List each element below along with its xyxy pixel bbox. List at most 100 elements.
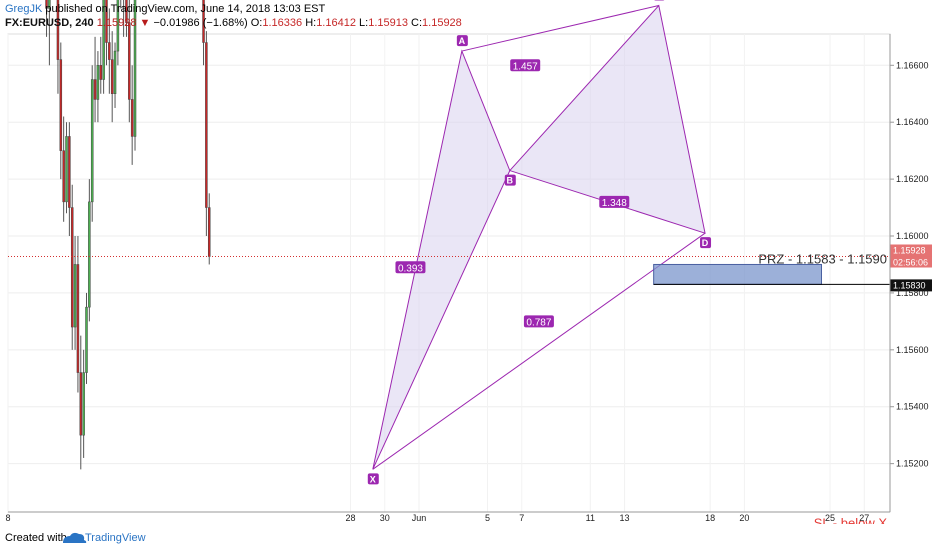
candle-body [108, 42, 111, 60]
ratio-label-bg [523, 315, 554, 328]
x-tick-label: 5 [485, 513, 490, 523]
point-marker-a [456, 35, 468, 47]
x-tick-label: 20 [739, 513, 749, 523]
y-tick-label: 1.15800 [896, 288, 929, 298]
y-tick-label: 1.15400 [896, 402, 929, 412]
high-label: H: [305, 17, 316, 29]
y-tick-label: 1.16600 [896, 60, 929, 70]
ratio-label: 0.393 [398, 263, 423, 274]
down-arrow-icon: ▼ [140, 17, 151, 29]
candle-body [133, 0, 137, 137]
published-text: published on TradingView.com, June 14, 2… [42, 3, 325, 15]
point-marker-b [504, 174, 516, 186]
x-tick-label: Jun [412, 513, 427, 523]
candle-body [99, 65, 103, 80]
x-tick-label: 30 [380, 513, 390, 523]
tradingview-logo-text[interactable]: TradingView [85, 532, 146, 544]
low-label: L: [359, 17, 368, 29]
close-value: 1.15928 [422, 17, 462, 29]
candle-body [93, 79, 97, 100]
high-value: 1.16412 [316, 17, 356, 29]
candle-body [65, 136, 68, 203]
line-xd [372, 232, 706, 470]
candle-body [90, 79, 94, 203]
price-axis[interactable]: 1.16600 1.16400 1.16200 1.16000 1.15800 1.156… [889, 34, 929, 512]
y-tick-label: 1.15600 [896, 345, 929, 355]
harmonic-pattern [372, 4, 706, 470]
pattern-labels: X A B C D 0.393 1.457 1.348 0.787 [367, 0, 712, 485]
x-tick-label: 11 [586, 513, 595, 523]
prz-price-tag-bg [890, 279, 932, 292]
timer-tag-bg [890, 256, 932, 268]
candle-body [76, 264, 80, 373]
candle-body [125, 0, 128, 23]
time-axis[interactable]: 8 28 30 Jun 5 7 11 13 18 20 25 27 [5, 511, 890, 523]
x-tick-label: 8 [5, 513, 10, 523]
open-label: O: [251, 17, 263, 29]
candle-body [68, 136, 71, 208]
x-tick-label: 27 [859, 513, 869, 523]
open-value: 1.16336 [262, 17, 302, 29]
point-marker-c [654, 0, 665, 1]
candle-body [88, 201, 91, 308]
y-tick-label: 1.15200 [896, 459, 929, 469]
candle-body [110, 59, 114, 94]
candle-body [45, 0, 48, 9]
y-tick-label: 1.16200 [896, 174, 929, 184]
candle-body [59, 59, 63, 151]
prz-box [653, 263, 822, 285]
x-tick-label: 28 [346, 513, 356, 523]
candle-body [116, 0, 120, 52]
point-label-b: B [507, 176, 514, 186]
candle-body [102, 0, 105, 80]
y-tick-label: 1.16400 [896, 117, 929, 127]
candle-body [62, 150, 65, 203]
candle-body [205, 42, 208, 208]
triangle-xab [372, 49, 511, 470]
publish-line: GregJK published on TradingView.com, Jun… [5, 3, 326, 15]
candle-body [85, 306, 88, 373]
point-marker-d [700, 237, 712, 249]
candle-body [56, 0, 60, 60]
created-with-text: Created with [5, 532, 67, 544]
last-price: 1.15928 [97, 17, 137, 29]
point-label-x: X [370, 474, 376, 484]
close-label: C: [411, 17, 422, 29]
candle-body [70, 207, 74, 328]
candle-body [128, 22, 131, 100]
prz-label: PRZ - 1.1583 - 1.1590 [758, 251, 887, 266]
current-price-tag-bg [890, 244, 932, 257]
candles [45, 0, 211, 470]
candle-body [113, 50, 117, 94]
current-price-tag: 1.15928 [893, 245, 926, 255]
low-value: 1.15913 [368, 17, 408, 29]
timer-tag: 02:56:06 [893, 257, 928, 267]
candle-body [73, 264, 77, 328]
candle-body [207, 207, 211, 257]
candle-body [105, 0, 108, 43]
point-label-a: A [459, 36, 466, 46]
tradingview-cloud-icon [63, 532, 87, 543]
author-link[interactable]: GregJK [5, 3, 43, 15]
candle-body [79, 372, 83, 436]
ratio-label-bg [510, 59, 541, 72]
prz-price-tag: 1.15830 [893, 280, 926, 290]
symbol-line: FX:EURUSD, 240 1.15928 ▼ −0.01986 (−1.68… [5, 17, 462, 29]
line-ac [461, 5, 659, 52]
x-tick-label: 18 [705, 513, 715, 523]
ratio-label: 1.348 [602, 198, 627, 209]
x-tick-label: 13 [620, 513, 630, 523]
point-label-c: C [656, 0, 663, 1]
ratio-label-bg [599, 195, 630, 208]
ratio-label: 0.787 [526, 317, 551, 328]
candle-body [82, 372, 85, 436]
change-value: −0.01986 (−1.68%) [153, 17, 247, 29]
ratio-label-bg [395, 261, 426, 274]
candle-body [48, 0, 51, 9]
x-tick-label: 7 [519, 513, 524, 523]
x-tick-label: 25 [825, 513, 835, 523]
candle-body [202, 0, 205, 43]
y-tick-label: 1.16000 [896, 231, 929, 241]
symbol-label[interactable]: FX:EURUSD, 240 [5, 17, 94, 29]
